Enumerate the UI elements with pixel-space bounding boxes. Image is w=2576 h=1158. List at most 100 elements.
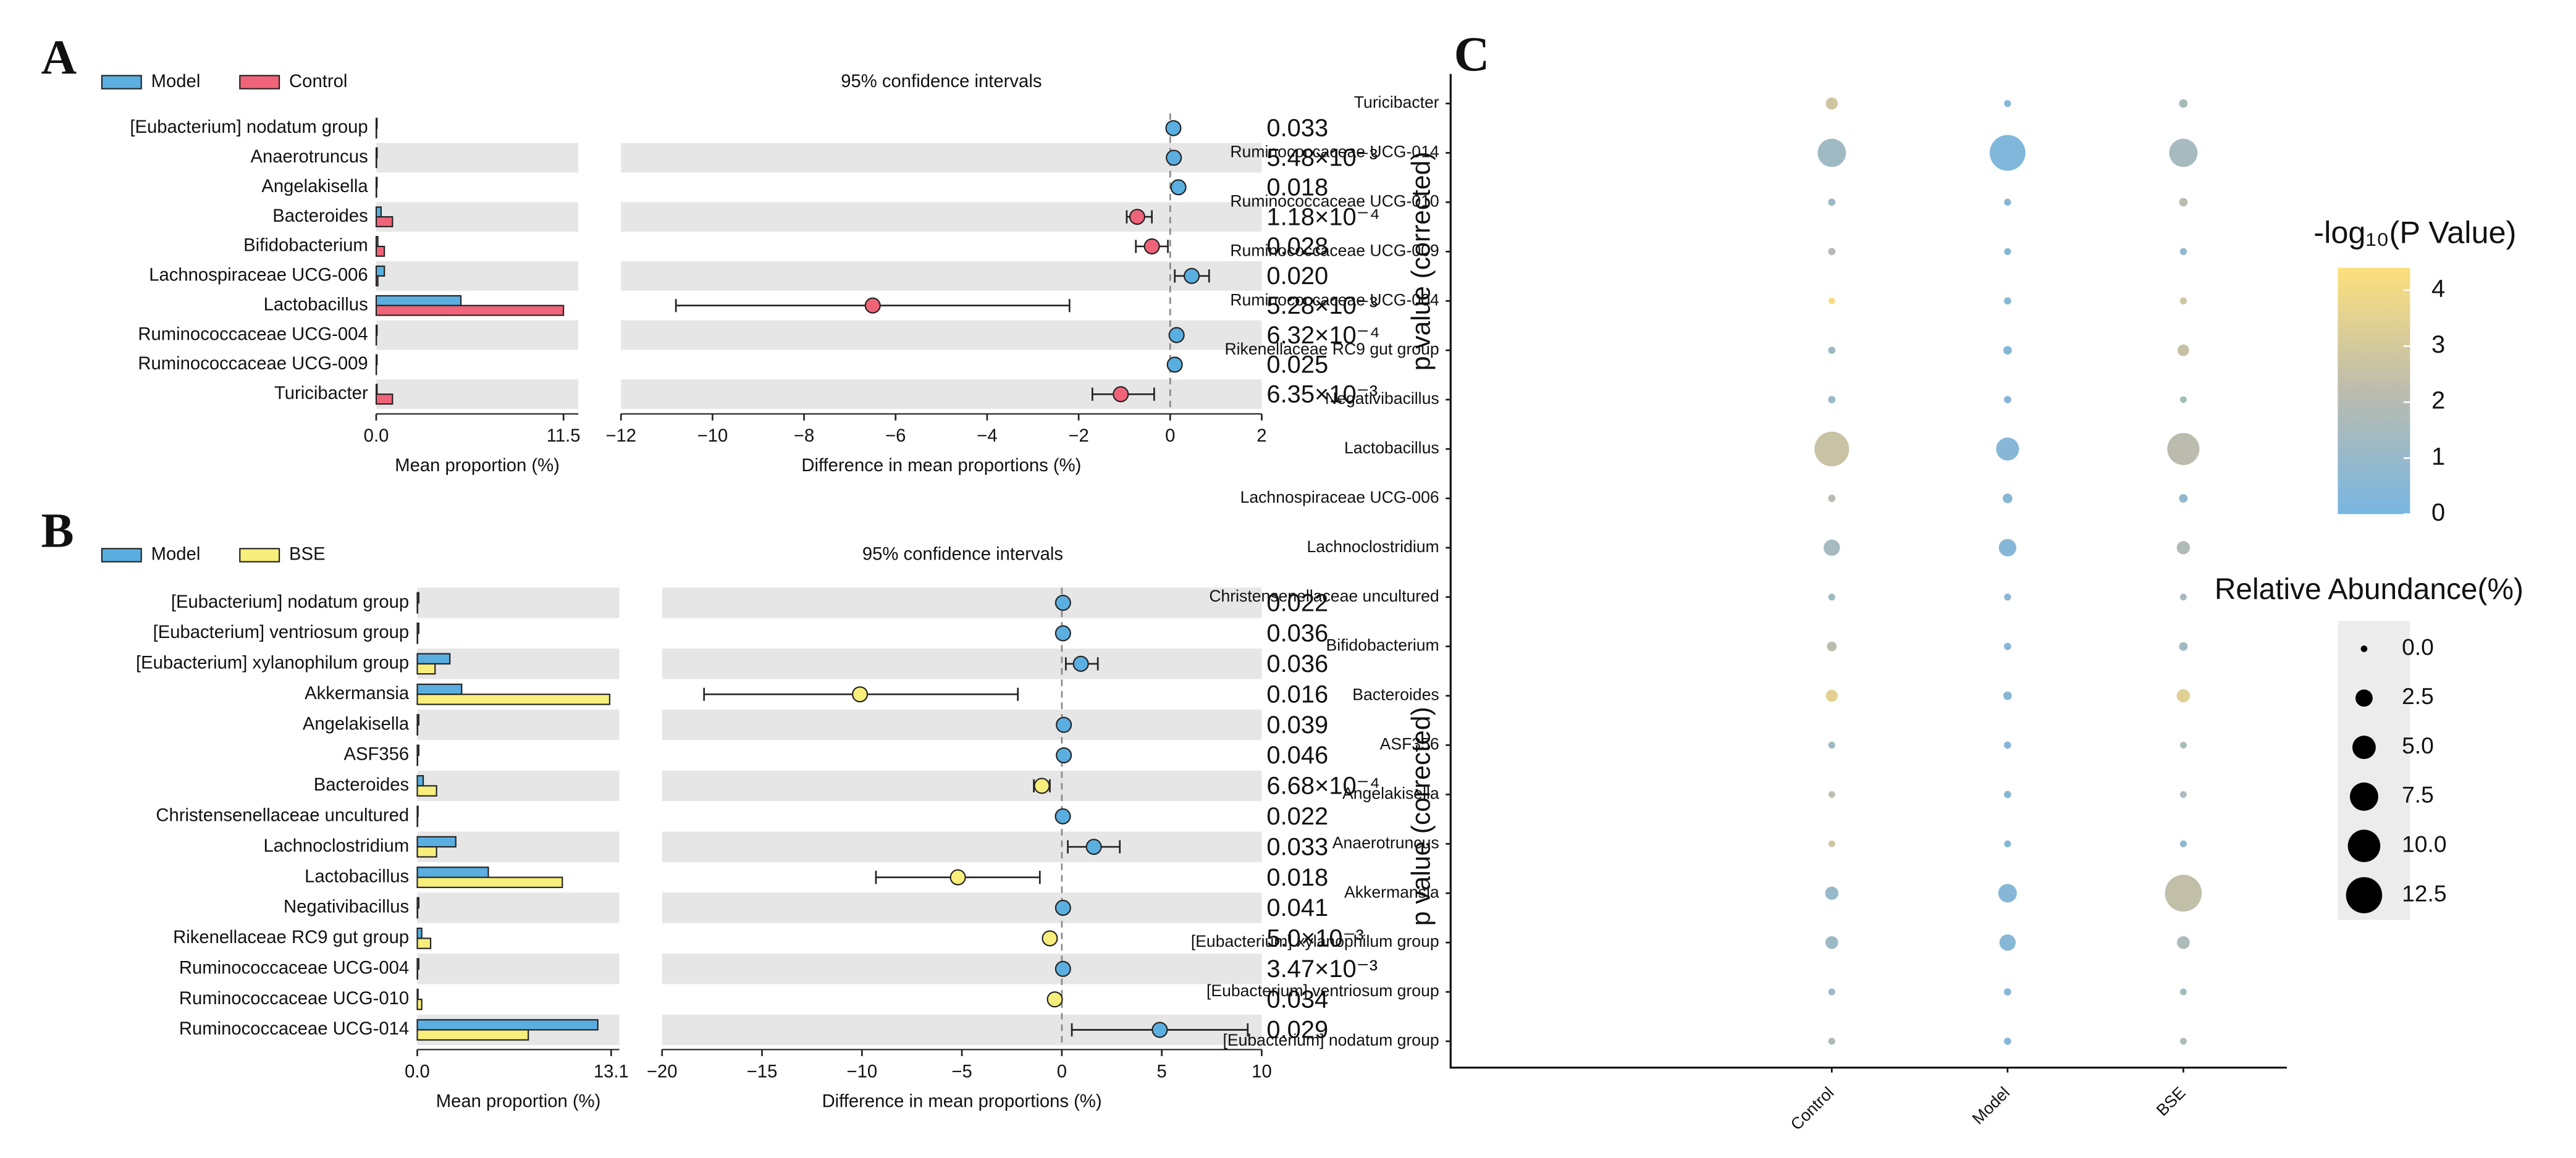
category-label: ASF356: [343, 745, 409, 765]
bubble: [1828, 1038, 1835, 1045]
difference-point: [1085, 839, 1102, 855]
difference-point: [1046, 991, 1063, 1008]
row-stripe: [417, 892, 620, 923]
bar: [416, 999, 423, 1010]
row-stripe: [621, 379, 1262, 409]
bar: [416, 744, 419, 757]
bar: [416, 775, 424, 787]
y-tick-label: Lachnoclostridium: [1307, 537, 1439, 556]
bar: [375, 206, 382, 218]
category-label: Bifidobacterium: [243, 236, 368, 256]
x-tick-label: 11.5: [547, 426, 581, 446]
x-axis-label: Mean proportion (%): [436, 1091, 601, 1111]
bar: [416, 1019, 599, 1031]
p-value-label: 6.35×10⁻³: [1266, 381, 1378, 408]
category-label: Lactobacillus: [264, 295, 368, 314]
y-axis-label: p value (corrected): [1406, 152, 1436, 371]
bar: [375, 236, 379, 248]
difference-point: [1184, 267, 1200, 284]
bubble: [2176, 541, 2191, 555]
row-stripe: [417, 770, 620, 802]
y-tick-label: Anaerotruncus: [1332, 833, 1439, 852]
size-legend-dot: [2347, 829, 2381, 862]
x-tick-label: 0: [1057, 1062, 1067, 1081]
legend-swatch: [239, 548, 280, 563]
size-legend-dot: [2352, 736, 2376, 760]
row-stripe: [417, 648, 620, 679]
size-legend-label: 5.0: [2402, 732, 2434, 758]
row-stripe: [662, 709, 1262, 741]
bubble: [2004, 99, 2011, 107]
bubble: [1989, 135, 2026, 171]
y-tick-label: [Eubacterium] nodatum group: [1223, 1031, 1439, 1049]
colorbar-tick-label: 0: [2431, 499, 2445, 526]
category-label: [Eubacterium] nodatum group: [171, 592, 409, 612]
difference-point: [1042, 930, 1058, 947]
y-tick-label: Christensenellaceae uncultured: [1209, 587, 1439, 605]
bubble: [1825, 936, 1838, 949]
size-legend-dot: [2360, 645, 2368, 652]
bubble: [1814, 431, 1850, 467]
category-label: Ruminococcaceae UCG-004: [179, 958, 409, 978]
size-legend-title: Relative Abundance(%): [2215, 573, 2523, 606]
bubble: [2179, 396, 2187, 403]
bubble: [2003, 691, 2012, 700]
p-value-label: 0.025: [1266, 351, 1328, 379]
row-stripe: [662, 954, 1262, 984]
y-tick-label: Lachnospiraceae UCG-006: [1240, 488, 1439, 506]
bar: [416, 694, 610, 705]
p-value-label: 0.034: [1266, 986, 1328, 1013]
colorbar-tick-label: 1: [2431, 443, 2445, 470]
difference-point: [852, 686, 869, 703]
bubble: [2003, 1038, 2011, 1045]
x-tick-label: 2: [1256, 426, 1266, 446]
bar: [416, 663, 436, 675]
legend-swatch: [101, 548, 142, 563]
x-tick-label: 13.1: [594, 1062, 629, 1081]
bar: [375, 304, 565, 316]
p-value-label: 0.018: [1266, 864, 1328, 891]
bubble: [1825, 886, 1838, 900]
x-tick-label: −6: [885, 426, 906, 446]
bubble: [1998, 539, 2016, 556]
x-tick-label: 10: [1252, 1062, 1272, 1081]
y-tick-label: Lactobacillus: [1344, 438, 1439, 457]
x-tick-label: −10: [697, 426, 728, 446]
bubble: [2179, 198, 2188, 207]
bubble: [1999, 934, 2016, 951]
x-tick-label: −2: [1068, 426, 1088, 446]
category-label: Anaerotruncus: [250, 147, 368, 167]
x-axis-label: Difference in mean proportions (%): [801, 456, 1081, 476]
legend-label: Model: [151, 545, 201, 564]
bar: [375, 324, 378, 336]
bar: [416, 988, 419, 1001]
x-tick-label: 5: [1157, 1062, 1167, 1081]
difference-point: [1129, 209, 1145, 225]
bubble: [2165, 875, 2202, 912]
bar: [416, 683, 463, 695]
bubble: [2003, 642, 2011, 650]
bubble: [2004, 840, 2011, 847]
bubble: [2179, 791, 2187, 798]
bubble: [2179, 594, 2187, 601]
category-label: [Eubacterium] xylanophilum group: [136, 653, 409, 673]
difference-point: [1033, 778, 1050, 794]
category-label: Christensenellaceae uncultured: [156, 806, 409, 826]
bar: [375, 157, 377, 169]
category-label: Angelakisella: [261, 177, 368, 196]
bar: [416, 1029, 529, 1041]
x-tick-label: 0.0: [405, 1062, 430, 1081]
bubble: [1824, 539, 1840, 556]
bar: [375, 127, 377, 139]
bar: [416, 714, 419, 726]
size-legend-dot: [2350, 782, 2378, 811]
bar: [416, 846, 437, 858]
bubble: [1828, 791, 1835, 798]
legend-swatch: [239, 75, 280, 90]
chart-title: 95% confidence intervals: [862, 545, 1063, 564]
bar: [375, 245, 385, 257]
chart-title: 95% confidence intervals: [841, 72, 1042, 91]
panel-label: B: [41, 503, 74, 558]
x-tick-label: −12: [605, 426, 636, 446]
